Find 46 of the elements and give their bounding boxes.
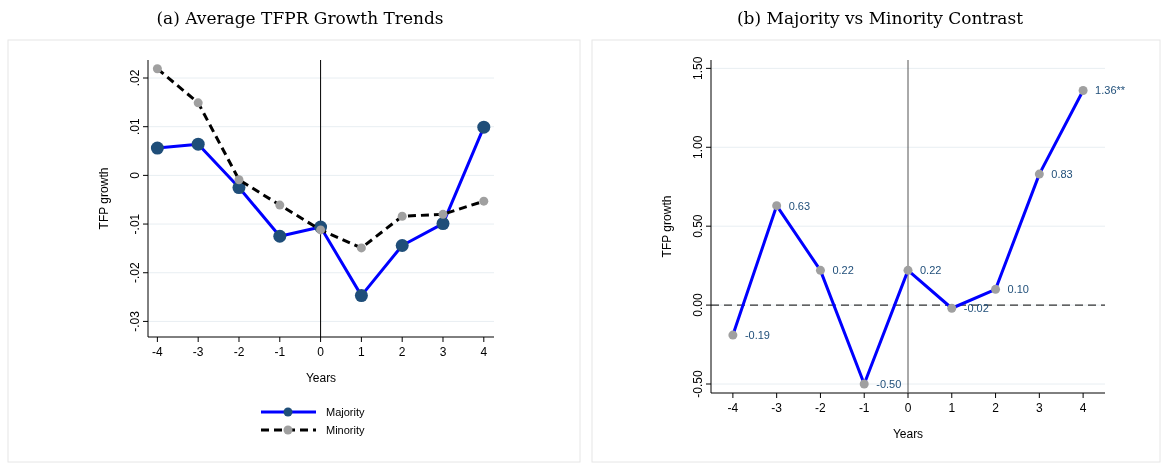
y-tick-label: .02 [128, 69, 142, 87]
x-tick-label: 3 [439, 345, 447, 359]
x-tick-label: -4 [152, 345, 164, 359]
y-tick-label: 0.00 [691, 293, 705, 317]
data-label: 1.36** [1095, 84, 1126, 97]
x-tick-label: -3 [771, 401, 783, 415]
data-label: -0.02 [963, 302, 989, 315]
y-tick-label: -.02 [128, 262, 142, 284]
legend-label: Minority [326, 424, 366, 436]
x-axis-title: Years [305, 371, 337, 385]
legend-label: Majority [326, 406, 366, 418]
data-label: 0.63 [788, 199, 811, 212]
x-tick-label: -3 [192, 345, 204, 359]
y-tick-label: 1.50 [691, 56, 705, 81]
x-tick-label: 0 [317, 345, 325, 359]
data-label: 0.22 [920, 264, 942, 277]
chart-title: (b) Majority vs Minority Contrast [736, 8, 1024, 28]
y-tick-label: 0 [128, 171, 142, 179]
x-tick-label: -4 [727, 401, 739, 415]
x-tick-label: -2 [233, 345, 245, 359]
y-tick-label: 0.50 [691, 214, 705, 238]
data-label: 0.22 [832, 264, 854, 277]
x-tick-label: 2 [992, 401, 1000, 415]
y-tick-label: -.01 [128, 213, 142, 235]
x-tick-label: -2 [815, 401, 827, 415]
data-label: 0.83 [1051, 168, 1073, 181]
data-label: 0.10 [1007, 283, 1029, 296]
x-tick-label: 0 [904, 401, 912, 415]
data-label: -0.19 [744, 329, 770, 342]
x-tick-label: 4 [480, 345, 488, 359]
x-tick-label: 1 [948, 401, 956, 415]
y-axis-title: TFP growth [660, 195, 674, 258]
y-axis-title: TFP growth [97, 167, 111, 230]
x-tick-label: 1 [358, 345, 366, 359]
y-tick-label: 1.00 [691, 135, 705, 159]
x-tick-label: 4 [1079, 401, 1087, 415]
x-tick-label: -1 [858, 401, 870, 415]
x-tick-label: 3 [1035, 401, 1043, 415]
x-axis-title: Years [892, 427, 924, 441]
data-label: -0.50 [876, 378, 902, 390]
y-tick-label: .01 [128, 118, 142, 136]
y-tick-label: -0.50 [691, 370, 705, 398]
x-tick-label: 2 [398, 345, 406, 359]
y-tick-label: -.03 [128, 310, 142, 332]
chart-title: (a) Average TFPR Growth Trends [156, 8, 444, 28]
x-tick-label: -1 [274, 345, 286, 359]
